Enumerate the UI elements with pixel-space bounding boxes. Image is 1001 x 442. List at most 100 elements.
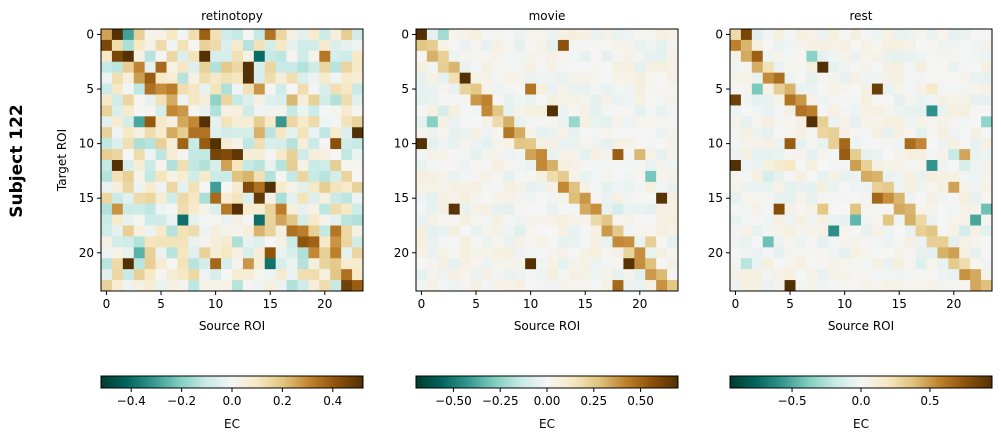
heatmap-cell: [221, 39, 233, 52]
heatmap-cell: [481, 280, 493, 292]
heatmap-cell: [751, 225, 764, 237]
colorbar-segment: [145, 376, 148, 388]
colorbar-segment: [237, 376, 240, 388]
x-axis-label: Source ROI: [199, 319, 265, 333]
heatmap-cell: [122, 192, 135, 204]
colorbar-segment: [279, 376, 282, 388]
heatmap-cell: [481, 94, 493, 106]
heatmap-cell: [330, 149, 342, 161]
heatmap-cell: [667, 258, 679, 270]
heatmap-cell: [352, 203, 364, 215]
heatmap-cell: [470, 236, 482, 248]
heatmap-cell: [253, 39, 266, 52]
heatmap-cell: [264, 149, 276, 161]
heatmap-cell: [623, 269, 635, 281]
colorbar-segment: [197, 376, 200, 388]
heatmap-cell: [634, 160, 646, 172]
colorbar-segment: [468, 376, 471, 388]
heatmap-cell: [861, 214, 873, 226]
colorbar-segment: [490, 376, 493, 388]
plot-frame: [729, 28, 993, 292]
heatmap-cell: [188, 149, 200, 161]
heatmap-cell: [426, 127, 439, 139]
heatmap-cell: [437, 160, 450, 172]
heatmap-cell: [133, 50, 145, 63]
heatmap-cell: [730, 105, 742, 117]
heatmap-cell: [850, 258, 862, 270]
heatmap-cell: [264, 61, 276, 73]
heatmap-cell: [645, 192, 657, 204]
heatmap-cell: [536, 29, 548, 41]
heatmap-cell: [850, 181, 862, 194]
heatmap-cell: [514, 83, 526, 95]
colorbar-segment: [349, 376, 352, 388]
heatmap-cell: [970, 72, 982, 84]
heatmap-cell: [177, 29, 189, 41]
heatmap-cell: [784, 116, 796, 128]
heatmap-cell: [773, 225, 785, 237]
heatmap-cell: [286, 236, 298, 248]
heatmap-cell: [352, 280, 364, 292]
heatmap-cell: [437, 269, 450, 281]
heatmap-cell: [111, 160, 124, 172]
heatmap-cell: [503, 94, 515, 106]
heatmap-cell: [828, 83, 840, 95]
heatmap-cell: [926, 94, 938, 106]
heatmap-cell: [948, 170, 960, 183]
heatmap-cell: [623, 29, 635, 41]
heatmap-cell: [579, 39, 591, 52]
colorbar-segment: [864, 376, 867, 388]
colorbar-segment: [906, 376, 909, 388]
heatmap-cell: [656, 116, 668, 128]
heatmap-cell: [253, 61, 266, 73]
heatmap-cell: [426, 138, 439, 150]
heatmap-cell: [547, 214, 559, 226]
heatmap-cell: [926, 61, 938, 73]
heatmap-cell: [253, 94, 266, 106]
heatmap-cell: [416, 83, 428, 95]
colorbar-segment: [590, 376, 593, 388]
heatmap-cell: [915, 236, 927, 248]
heatmap-cell: [101, 269, 113, 281]
heatmap-cell: [557, 225, 570, 237]
heatmap-cell: [525, 83, 537, 95]
heatmap-cell: [210, 29, 222, 41]
heatmap-cell: [926, 258, 938, 270]
colorbar-segment: [259, 376, 262, 388]
heatmap-cell: [795, 61, 807, 73]
colorbar-segment: [964, 376, 967, 388]
colorbar-segment: [944, 376, 947, 388]
heatmap-cell: [536, 170, 548, 183]
heatmap-cell: [579, 236, 591, 248]
heatmap-cell: [275, 181, 287, 194]
heatmap-cell: [557, 192, 570, 204]
heatmap-cell: [286, 214, 298, 226]
heatmap-cell: [242, 116, 255, 128]
heatmap-cell: [319, 258, 331, 270]
heatmap-cell: [850, 39, 862, 52]
heatmap-cell: [264, 138, 276, 150]
heatmap-cell: [806, 280, 818, 292]
heatmap-cell: [426, 181, 439, 194]
colorbar-segment: [456, 376, 459, 388]
heatmap-cell: [177, 225, 189, 237]
colorbar-segment: [243, 376, 246, 388]
colorbar-segment: [494, 376, 497, 388]
heatmap-cell: [199, 247, 211, 259]
heatmap-cell: [795, 280, 807, 292]
heatmap-cell: [547, 170, 559, 183]
colorbar-segment: [792, 376, 795, 388]
heatmap-cell: [481, 105, 493, 117]
heatmap-cell: [426, 105, 439, 117]
heatmap-cell: [437, 83, 450, 95]
heatmap-cell: [784, 39, 796, 52]
colorbar-segment: [934, 376, 937, 388]
heatmap-cell: [806, 149, 818, 161]
heatmap-cell: [740, 61, 753, 73]
heatmap-cell: [297, 94, 309, 106]
heatmap-cell: [751, 258, 764, 270]
heatmap-cell: [221, 225, 233, 237]
heatmap-cell: [806, 236, 818, 248]
colorbar-segment: [892, 376, 895, 388]
heatmap-cell: [111, 203, 124, 215]
